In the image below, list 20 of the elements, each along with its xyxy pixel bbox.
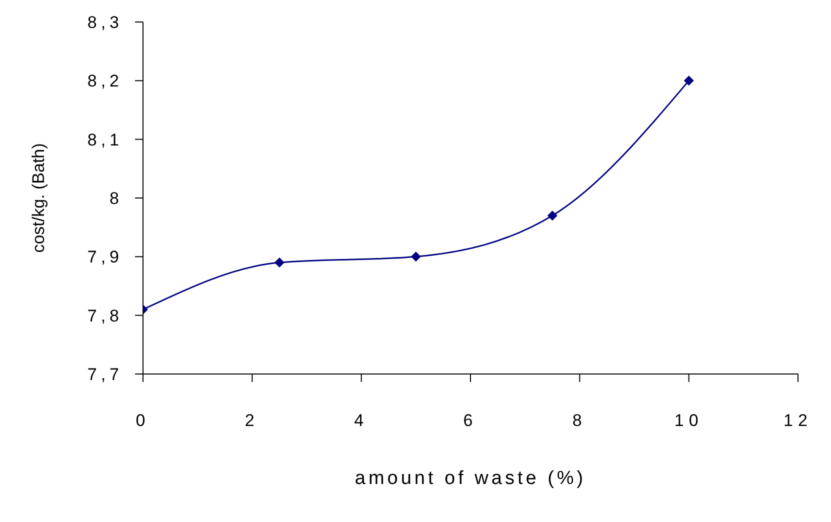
x-tick-label: 10 [674, 411, 704, 430]
x-tick-label: 2 [244, 411, 260, 430]
point [274, 258, 284, 268]
y-tick-label: 8,1 [87, 130, 123, 150]
point [547, 210, 558, 221]
x-tick-label: 12 [784, 411, 812, 430]
point [684, 76, 694, 86]
y-axis-title: cost/kg. (Bath) [29, 143, 48, 253]
y-tick-label: 7,9 [87, 248, 123, 267]
y-tick-label: 8,3 [87, 13, 123, 32]
y-tick-label: 8,2 [87, 72, 123, 91]
x-tick-label: 8 [572, 411, 587, 430]
y-tick-label: 8 [110, 189, 123, 208]
y-tick-label: 7,8 [87, 306, 123, 326]
x-axis-title: amount of waste (%) [354, 468, 586, 489]
point [410, 252, 421, 262]
x-tick-label: 6 [463, 411, 478, 430]
x-tick-label: 0 [136, 411, 150, 430]
x-tick-label: 4 [354, 411, 369, 430]
y-tick-label: 7,7 [87, 365, 123, 384]
